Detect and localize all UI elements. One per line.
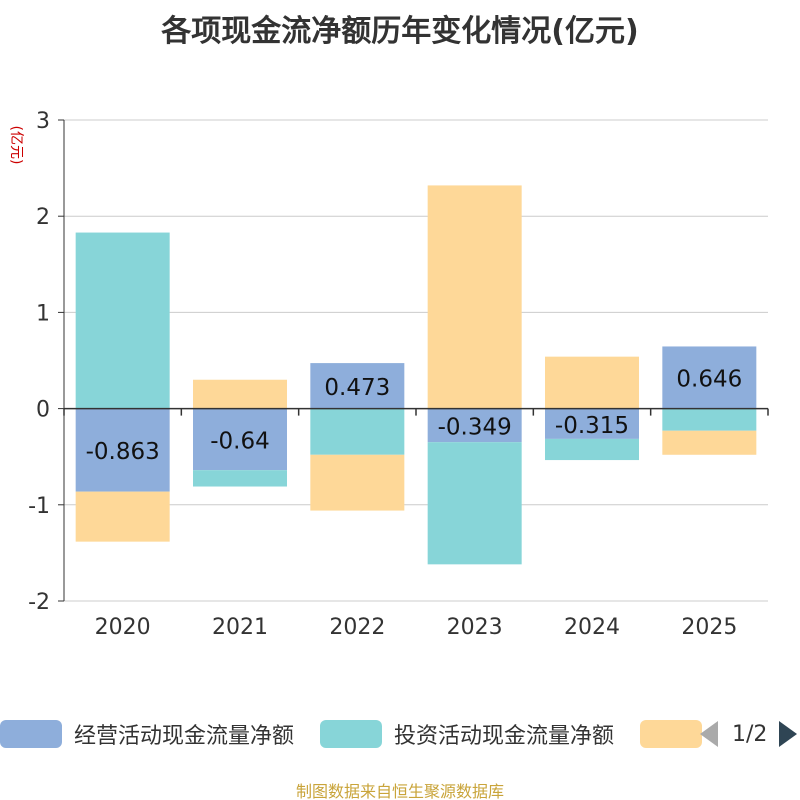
bar-financing — [310, 454, 405, 511]
legend-prev-icon[interactable] — [700, 721, 718, 747]
bar-financing — [193, 379, 287, 409]
bar-investing — [427, 442, 522, 565]
legend-item-financing[interactable] — [640, 716, 714, 752]
bar-operating — [427, 408, 522, 443]
bar-operating — [662, 346, 757, 409]
y-axis-label: (亿元) — [8, 126, 24, 165]
bar-investing — [662, 408, 757, 431]
bar-investing — [75, 232, 170, 409]
x-tick-label: 2025 — [681, 615, 737, 640]
y-tick-label: 1 — [36, 301, 50, 326]
data-label: -0.64 — [210, 428, 270, 454]
data-source-note: 制图数据来自恒生聚源数据库 — [295, 782, 504, 800]
x-tick-label: 2021 — [212, 615, 268, 640]
legend-label-investing: 投资活动现金流量净额 — [394, 724, 615, 749]
x-tick-label: 2020 — [95, 615, 151, 640]
x-tick-label: 2022 — [329, 615, 385, 640]
data-label: -0.315 — [555, 413, 629, 439]
legend-label-operating: 经营活动现金流量净额 — [74, 724, 295, 749]
chart-title: 各项现金流净额历年变化情况(亿元) — [161, 14, 639, 49]
y-tick-label: -1 — [28, 494, 50, 519]
bar-financing — [545, 356, 639, 409]
y-tick-label: 2 — [36, 205, 50, 230]
y-tick-label: 3 — [36, 109, 50, 134]
legend-swatch-financing — [640, 720, 702, 748]
bar-operating — [75, 408, 170, 492]
y-tick-label: 0 — [36, 398, 50, 423]
legend-item-investing[interactable]: 投资活动现金流量净额 — [320, 716, 614, 752]
bar-financing — [662, 430, 757, 455]
bar-operating — [545, 408, 639, 439]
x-tick-label: 2024 — [564, 615, 620, 640]
legend-item-operating[interactable]: 经营活动现金流量净额 — [0, 716, 294, 752]
bar-investing — [193, 470, 287, 487]
bar-operating — [310, 363, 405, 409]
data-label: 0.646 — [676, 367, 742, 393]
legend-page-indicator: 1/2 — [732, 721, 768, 747]
legend-next-icon[interactable] — [779, 721, 798, 747]
data-label: 0.473 — [324, 375, 390, 401]
bar-investing — [310, 408, 405, 455]
x-tick-label: 2023 — [447, 615, 503, 640]
bar-operating — [193, 408, 287, 471]
y-tick-label: -2 — [28, 590, 50, 615]
legend-swatch-investing — [320, 720, 382, 748]
bar-financing — [427, 185, 522, 409]
data-label: -0.349 — [438, 414, 512, 440]
legend: 经营活动现金流量净额 投资活动现金流量净额 1/2 — [0, 716, 800, 756]
legend-swatch-operating — [0, 720, 62, 748]
bar-financing — [75, 491, 170, 542]
data-label: -0.863 — [86, 439, 160, 465]
bar-investing — [545, 438, 639, 461]
legend-pager: 1/2 — [700, 716, 798, 752]
